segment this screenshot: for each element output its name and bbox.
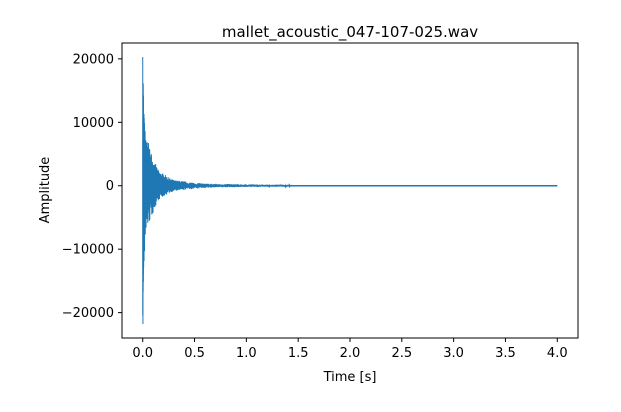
x-tick-label: 3.5 (495, 346, 516, 361)
y-tick-label: 0 (106, 179, 114, 194)
x-tick-label: 0.0 (132, 346, 153, 361)
x-tick-label: 4.0 (547, 346, 568, 361)
y-tick-label: 20000 (73, 52, 114, 67)
x-tick-label: 1.0 (236, 346, 257, 361)
x-axis: 0.0 0.5 1.0 1.5 2.0 2.5 3.0 3.5 4.0 (132, 338, 568, 361)
waveform-peak (142, 56, 144, 325)
axes-frame (121, 42, 579, 339)
x-tick-label: 3.0 (443, 346, 464, 361)
waveform-series (142, 82, 293, 316)
y-axis: 20000 10000 0 −10000 −20000 (62, 52, 122, 321)
x-tick-label: 0.5 (184, 346, 205, 361)
x-tick-label: 1.5 (288, 346, 309, 361)
y-axis-label: Amplitude (38, 157, 53, 224)
chart-title: mallet_acoustic_047-107-025.wav (222, 23, 478, 42)
y-tick-label: −10000 (62, 243, 114, 258)
x-axis-label: Time [s] (323, 370, 377, 385)
x-tick-label: 2.0 (340, 346, 361, 361)
y-tick-label: −20000 (62, 306, 114, 321)
x-tick-label: 2.5 (391, 346, 412, 361)
y-tick-label: 10000 (73, 116, 114, 131)
plot-area (142, 56, 558, 325)
